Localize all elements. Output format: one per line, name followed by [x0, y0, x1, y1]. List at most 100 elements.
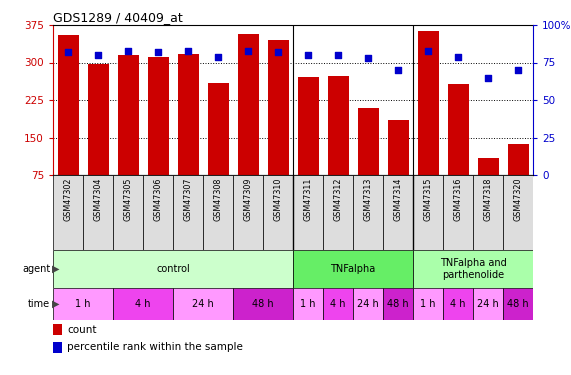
- Bar: [357, 108, 379, 175]
- Text: GSM47313: GSM47313: [364, 177, 372, 220]
- Bar: [328, 75, 348, 175]
- Point: [363, 55, 372, 61]
- Text: GSM47307: GSM47307: [183, 177, 192, 221]
- Bar: [263, 175, 293, 250]
- Text: GSM47302: GSM47302: [63, 177, 73, 221]
- Text: GSM47314: GSM47314: [393, 177, 403, 220]
- Text: agent: agent: [22, 264, 50, 274]
- Text: 1 h: 1 h: [75, 299, 91, 309]
- Point: [123, 48, 132, 54]
- Bar: [417, 31, 439, 175]
- Bar: [147, 57, 168, 175]
- Text: control: control: [156, 264, 190, 274]
- Bar: [508, 144, 529, 175]
- Bar: [293, 250, 413, 288]
- Text: GDS1289 / 40409_at: GDS1289 / 40409_at: [53, 11, 183, 24]
- Text: time: time: [28, 299, 50, 309]
- Bar: [293, 175, 323, 250]
- Bar: [267, 40, 288, 175]
- Bar: [413, 175, 443, 250]
- Bar: [233, 175, 263, 250]
- Text: 48 h: 48 h: [387, 299, 409, 309]
- Bar: [443, 288, 473, 320]
- Bar: [53, 175, 83, 250]
- Bar: [53, 250, 293, 288]
- Bar: [87, 63, 108, 175]
- Point: [183, 48, 192, 54]
- Point: [393, 67, 403, 73]
- Bar: [503, 175, 533, 250]
- Bar: [383, 288, 413, 320]
- Bar: [173, 175, 203, 250]
- Point: [274, 49, 283, 55]
- Bar: [118, 55, 139, 175]
- Bar: [113, 288, 173, 320]
- Point: [63, 49, 73, 55]
- Text: GSM47318: GSM47318: [484, 177, 493, 220]
- Text: GSM47320: GSM47320: [513, 177, 522, 221]
- Text: GSM47304: GSM47304: [94, 177, 103, 220]
- Text: 1 h: 1 h: [420, 299, 436, 309]
- Text: 24 h: 24 h: [357, 299, 379, 309]
- Bar: [53, 288, 113, 320]
- Text: 4 h: 4 h: [451, 299, 466, 309]
- Point: [154, 49, 163, 55]
- Text: 48 h: 48 h: [507, 299, 529, 309]
- Point: [424, 48, 433, 54]
- Bar: [238, 33, 259, 175]
- Point: [214, 54, 223, 60]
- Text: 48 h: 48 h: [252, 299, 274, 309]
- Bar: [113, 175, 143, 250]
- Bar: [173, 288, 233, 320]
- Text: GSM47305: GSM47305: [123, 177, 132, 221]
- Bar: [53, 324, 62, 335]
- Bar: [323, 175, 353, 250]
- Text: TNFalpha and
parthenolide: TNFalpha and parthenolide: [440, 258, 506, 280]
- Text: 4 h: 4 h: [330, 299, 346, 309]
- Bar: [203, 175, 233, 250]
- Text: ▶: ▶: [52, 299, 59, 309]
- Bar: [413, 288, 443, 320]
- Text: GSM47316: GSM47316: [453, 177, 463, 220]
- Bar: [383, 175, 413, 250]
- Text: 4 h: 4 h: [135, 299, 151, 309]
- Bar: [83, 175, 113, 250]
- Text: GSM47309: GSM47309: [243, 177, 252, 221]
- Text: GSM47311: GSM47311: [304, 177, 312, 220]
- Bar: [353, 175, 383, 250]
- Text: GSM47310: GSM47310: [274, 177, 283, 220]
- Bar: [207, 82, 228, 175]
- Text: GSM47306: GSM47306: [154, 177, 163, 220]
- Text: 24 h: 24 h: [192, 299, 214, 309]
- Text: TNFalpha: TNFalpha: [331, 264, 376, 274]
- Bar: [477, 158, 498, 175]
- Bar: [443, 175, 473, 250]
- Text: percentile rank within the sample: percentile rank within the sample: [67, 342, 243, 352]
- Point: [513, 67, 522, 73]
- Point: [243, 48, 252, 54]
- Bar: [388, 120, 408, 175]
- Bar: [53, 342, 62, 353]
- Bar: [58, 35, 78, 175]
- Bar: [503, 288, 533, 320]
- Point: [303, 52, 312, 58]
- Bar: [143, 175, 173, 250]
- Text: ▶: ▶: [52, 264, 59, 274]
- Text: GSM47308: GSM47308: [214, 177, 223, 220]
- Point: [94, 52, 103, 58]
- Point: [333, 52, 343, 58]
- Text: 1 h: 1 h: [300, 299, 316, 309]
- Bar: [297, 76, 319, 175]
- Point: [453, 54, 463, 60]
- Bar: [178, 54, 199, 175]
- Text: GSM47312: GSM47312: [333, 177, 343, 221]
- Point: [484, 75, 493, 81]
- Text: 24 h: 24 h: [477, 299, 499, 309]
- Text: GSM47315: GSM47315: [424, 177, 432, 221]
- Bar: [473, 175, 503, 250]
- Text: count: count: [67, 325, 97, 334]
- Bar: [323, 288, 353, 320]
- Bar: [353, 288, 383, 320]
- Bar: [473, 288, 503, 320]
- Bar: [233, 288, 293, 320]
